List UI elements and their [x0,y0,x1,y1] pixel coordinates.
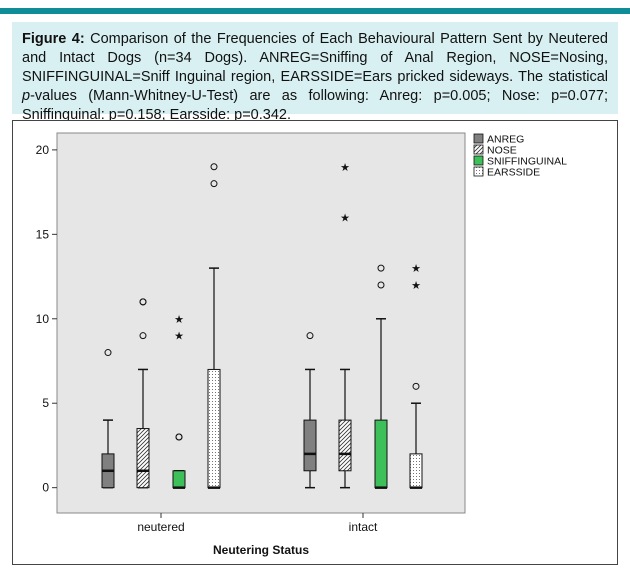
caption-tail: -values (Mann-Whitney-U-Test) are as fol… [22,88,608,123]
legend-swatch-earsside [474,167,483,176]
sniffinguinal-neutered-extreme: ★ [174,314,184,326]
x-tick-label: intact [349,520,378,534]
plot-area [57,133,465,513]
y-tick-label: 10 [36,312,50,326]
legend-swatch-nose [474,145,483,154]
caption-body: Comparison of the Frequencies of Each Be… [22,31,608,85]
earsside-intact-box [410,454,422,488]
sniffinguinal-neutered-extreme: ★ [174,331,184,343]
earsside-intact-extreme: ★ [411,263,421,275]
accent-bar [0,8,630,14]
legend-swatch-sniffinguinal [474,156,483,165]
y-tick-label: 15 [36,227,50,241]
x-axis-label: Neutering Status [213,543,309,557]
figure-caption: Figure 4: Comparison of the Frequencies … [12,22,618,114]
earsside-intact-extreme: ★ [411,280,421,292]
caption-p-italic: p [22,88,30,104]
nose-intact-extreme: ★ [340,212,350,224]
earsside-neutered-box [208,369,220,487]
legend-swatch-anreg [474,134,483,143]
legend-label-earsside: EARSSIDE [487,167,540,179]
figure-frame: 0 5 10 15 20 neutered intact ★ ★ ★ ★ ★ ★ ANREG NOSE S… [12,120,618,565]
nose-neutered-box [137,429,149,488]
nose-intact-box [339,420,351,471]
sniffinguinal-neutered-box [173,471,185,488]
y-tick-label: 0 [42,481,49,495]
anreg-intact-box [304,420,316,471]
x-tick-label: neutered [137,520,184,534]
y-tick-label: 5 [42,396,49,410]
y-tick-label: 20 [36,143,50,157]
caption-label: Figure 4: [22,31,85,47]
nose-intact-extreme: ★ [340,162,350,174]
sniffinguinal-intact-box [375,420,387,488]
